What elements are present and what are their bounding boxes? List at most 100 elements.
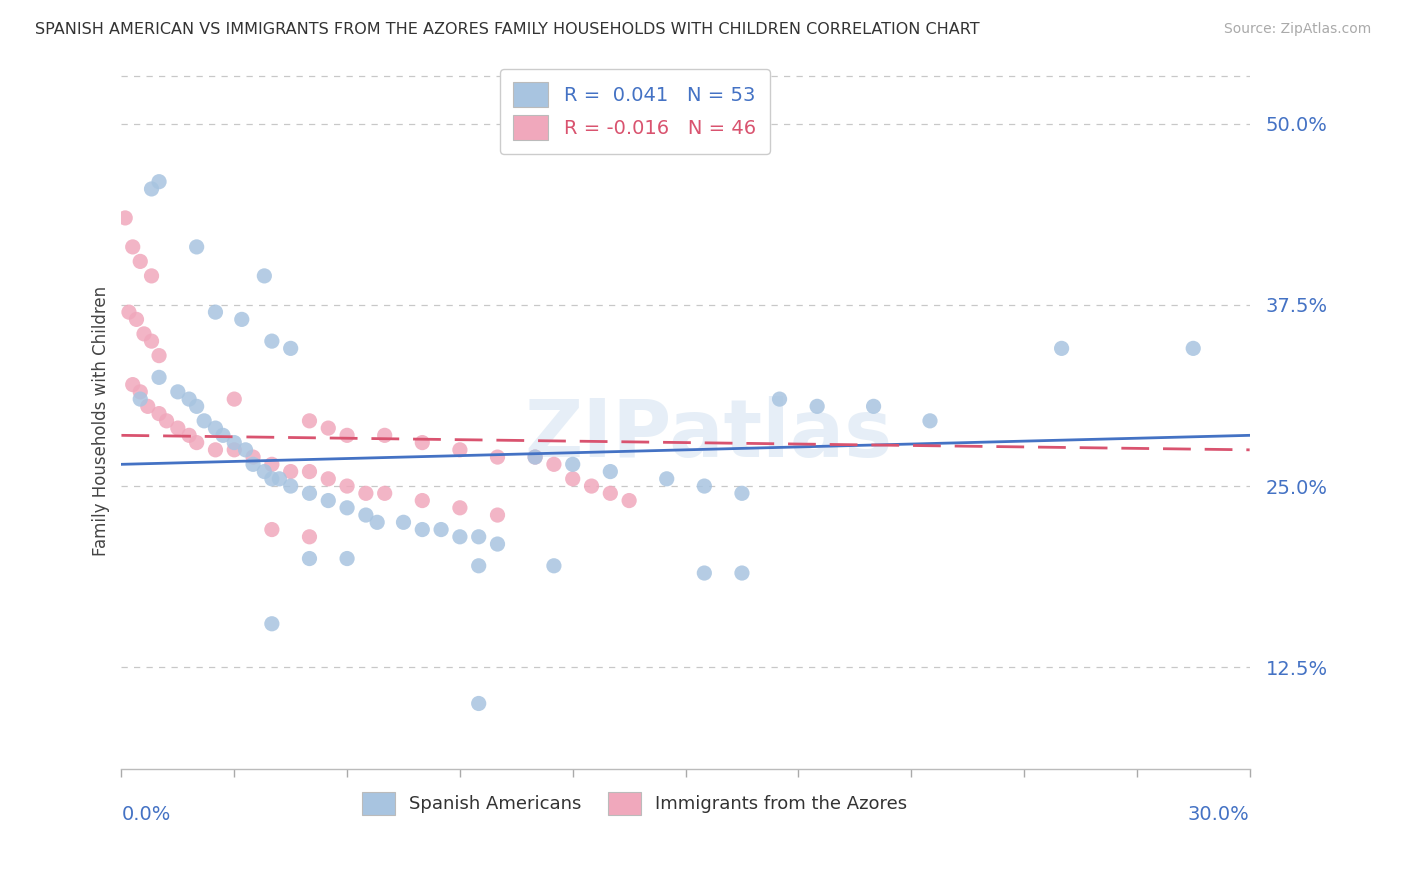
- Point: [374, 486, 396, 500]
- Point: [186, 400, 208, 414]
- Point: [280, 479, 302, 493]
- Point: [354, 486, 377, 500]
- Point: [449, 530, 471, 544]
- Text: 30.0%: 30.0%: [1188, 805, 1250, 824]
- Point: [1182, 342, 1205, 356]
- Point: [298, 486, 321, 500]
- Point: [212, 428, 235, 442]
- Point: [235, 442, 257, 457]
- Point: [193, 414, 215, 428]
- Point: [862, 400, 884, 414]
- Point: [354, 508, 377, 522]
- Point: [204, 305, 226, 319]
- Point: [524, 450, 547, 464]
- Point: [430, 523, 453, 537]
- Legend: Spanish Americans, Immigrants from the Azores: Spanish Americans, Immigrants from the A…: [354, 785, 915, 822]
- Point: [224, 442, 246, 457]
- Text: 0.0%: 0.0%: [121, 805, 170, 824]
- Point: [561, 472, 583, 486]
- Point: [166, 421, 188, 435]
- Point: [336, 551, 359, 566]
- Point: [449, 500, 471, 515]
- Point: [918, 414, 941, 428]
- Point: [260, 472, 283, 486]
- Point: [524, 450, 547, 464]
- Point: [179, 428, 201, 442]
- Point: [253, 268, 276, 283]
- Point: [148, 370, 170, 384]
- Point: [467, 558, 489, 573]
- Text: Source: ZipAtlas.com: Source: ZipAtlas.com: [1223, 22, 1371, 37]
- Point: [114, 211, 136, 225]
- Point: [392, 516, 415, 530]
- Point: [260, 334, 283, 348]
- Point: [141, 334, 163, 348]
- Point: [366, 516, 388, 530]
- Point: [1050, 342, 1073, 356]
- Point: [280, 342, 302, 356]
- Point: [253, 465, 276, 479]
- Point: [581, 479, 603, 493]
- Point: [599, 465, 621, 479]
- Point: [768, 392, 790, 406]
- Point: [561, 458, 583, 472]
- Point: [806, 400, 828, 414]
- Point: [543, 558, 565, 573]
- Point: [731, 486, 754, 500]
- Point: [486, 508, 509, 522]
- Point: [599, 486, 621, 500]
- Point: [260, 523, 283, 537]
- Point: [141, 182, 163, 196]
- Point: [298, 414, 321, 428]
- Point: [242, 450, 264, 464]
- Y-axis label: Family Households with Children: Family Households with Children: [93, 285, 110, 556]
- Point: [166, 384, 188, 399]
- Point: [141, 268, 163, 283]
- Point: [129, 392, 152, 406]
- Point: [224, 435, 246, 450]
- Point: [336, 479, 359, 493]
- Point: [617, 493, 640, 508]
- Point: [155, 414, 177, 428]
- Point: [731, 566, 754, 580]
- Point: [121, 377, 143, 392]
- Point: [298, 530, 321, 544]
- Point: [179, 392, 201, 406]
- Point: [449, 442, 471, 457]
- Point: [298, 465, 321, 479]
- Point: [148, 349, 170, 363]
- Point: [129, 254, 152, 268]
- Point: [486, 450, 509, 464]
- Point: [231, 312, 253, 326]
- Point: [224, 392, 246, 406]
- Point: [693, 479, 716, 493]
- Point: [148, 407, 170, 421]
- Point: [543, 458, 565, 472]
- Point: [280, 465, 302, 479]
- Point: [132, 326, 155, 341]
- Point: [316, 421, 339, 435]
- Point: [655, 472, 678, 486]
- Point: [411, 523, 433, 537]
- Point: [298, 551, 321, 566]
- Point: [125, 312, 148, 326]
- Point: [467, 697, 489, 711]
- Point: [316, 493, 339, 508]
- Text: ZIPatlas: ZIPatlas: [524, 396, 893, 474]
- Point: [118, 305, 141, 319]
- Point: [186, 435, 208, 450]
- Point: [486, 537, 509, 551]
- Point: [260, 458, 283, 472]
- Point: [129, 384, 152, 399]
- Point: [693, 566, 716, 580]
- Point: [411, 493, 433, 508]
- Point: [374, 428, 396, 442]
- Point: [242, 458, 264, 472]
- Point: [467, 530, 489, 544]
- Point: [148, 175, 170, 189]
- Point: [204, 421, 226, 435]
- Point: [411, 435, 433, 450]
- Point: [336, 500, 359, 515]
- Point: [136, 400, 159, 414]
- Point: [186, 240, 208, 254]
